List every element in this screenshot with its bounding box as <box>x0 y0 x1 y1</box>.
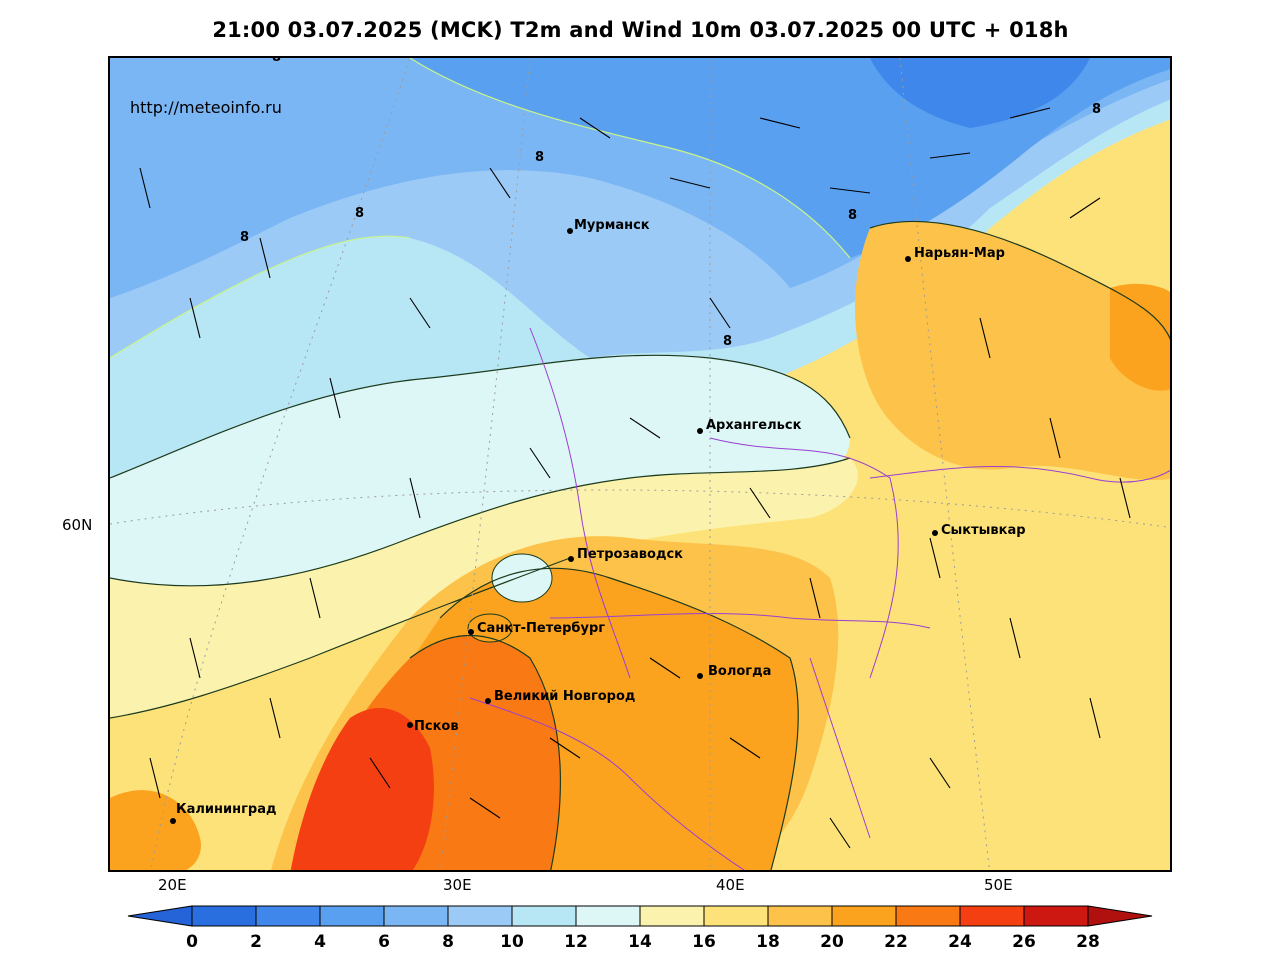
colorbar-bin <box>447 905 513 927</box>
city-label-veliky-novgorod: Великий Новгород <box>494 689 636 704</box>
colorbar-tick-label: 4 <box>314 932 326 952</box>
colorbar-tick-label: 2 <box>250 932 262 952</box>
city-label-naryan-mar: Нарьян-Мар <box>914 246 1005 261</box>
colorbar-bin <box>703 905 769 927</box>
colorbar-tick-label: 6 <box>378 932 390 952</box>
city-marker-naryan-mar <box>905 256 911 262</box>
city-label-saint-petersburg: Санкт-Петербург <box>477 621 606 636</box>
contour-label: 8 <box>272 56 282 65</box>
colorbar-bin <box>511 905 577 927</box>
colorbar-bin <box>895 905 961 927</box>
city-label-petrozavodsk: Петрозаводск <box>577 547 683 562</box>
colorbar-tick-label: 16 <box>692 932 716 952</box>
temperature-colorbar <box>127 905 1153 927</box>
city-marker-kaliningrad <box>170 818 176 824</box>
lon-label-40e: 40E <box>716 876 745 894</box>
colorbar-bin <box>767 905 833 927</box>
colorbar-bin <box>383 905 449 927</box>
colorbar-tick-label: 14 <box>628 932 652 952</box>
lat-label-60n: 60N <box>62 516 93 534</box>
colorbar-bin <box>255 905 321 927</box>
temperature-map: http://meteoinfo.ru 8 8 8 8 8 8 8 Мурман… <box>108 56 1172 872</box>
city-marker-arkhangelsk <box>697 428 703 434</box>
city-marker-petrozavodsk <box>568 556 574 562</box>
colorbar-bin <box>959 905 1025 927</box>
colorbar-tick-label: 0 <box>186 932 198 952</box>
colorbar-tick-label: 28 <box>1076 932 1100 952</box>
colorbar-bin <box>191 905 257 927</box>
colorbar-tick-label: 12 <box>564 932 588 952</box>
lon-label-20e: 20E <box>158 876 187 894</box>
city-label-kaliningrad: Калининград <box>176 802 277 817</box>
contour-label: 8 <box>535 150 545 165</box>
city-label-arkhangelsk: Архангельск <box>706 418 802 433</box>
city-marker-veliky-novgorod <box>485 698 491 704</box>
city-marker-saint-petersburg <box>468 629 474 635</box>
colorbar-tick-label: 18 <box>756 932 780 952</box>
city-label-syktyvkar: Сыктывкар <box>941 523 1026 538</box>
contour-label: 8 <box>723 334 733 349</box>
colorbar-tick-label: 10 <box>500 932 524 952</box>
lon-label-30e: 30E <box>443 876 472 894</box>
colorbar-bin <box>639 905 705 927</box>
city-marker-murmansk <box>567 228 573 234</box>
colorbar-tick-label: 26 <box>1012 932 1036 952</box>
contour-label: 8 <box>240 230 250 245</box>
colorbar-bin <box>1023 905 1089 927</box>
contour-label: 8 <box>1092 102 1102 117</box>
colorbar-bin <box>575 905 641 927</box>
map-title: 21:00 03.07.2025 (MCK) T2m and Wind 10m … <box>212 18 1069 42</box>
colorbar-tick-label: 20 <box>820 932 844 952</box>
lon-label-50e: 50E <box>984 876 1013 894</box>
colorbar-tick-label: 22 <box>884 932 908 952</box>
city-label-vologda: Вологда <box>708 664 772 679</box>
city-label-murmansk: Мурманск <box>574 218 650 233</box>
colorbar-tick-label: 8 <box>442 932 454 952</box>
contour-label: 8 <box>848 208 858 223</box>
city-label-pskov: Псков <box>414 719 459 734</box>
colorbar-bin <box>319 905 385 927</box>
colorbar-tick-label: 24 <box>948 932 972 952</box>
watermark-url: http://meteoinfo.ru <box>130 98 282 117</box>
colorbar-high-extension <box>1087 905 1153 927</box>
city-marker-syktyvkar <box>932 530 938 536</box>
temperature-field <box>110 58 1170 870</box>
contour-label: 8 <box>355 206 365 221</box>
city-marker-vologda <box>697 673 703 679</box>
city-marker-pskov <box>407 722 413 728</box>
colorbar-bin <box>831 905 897 927</box>
colorbar-low-extension <box>127 905 193 927</box>
